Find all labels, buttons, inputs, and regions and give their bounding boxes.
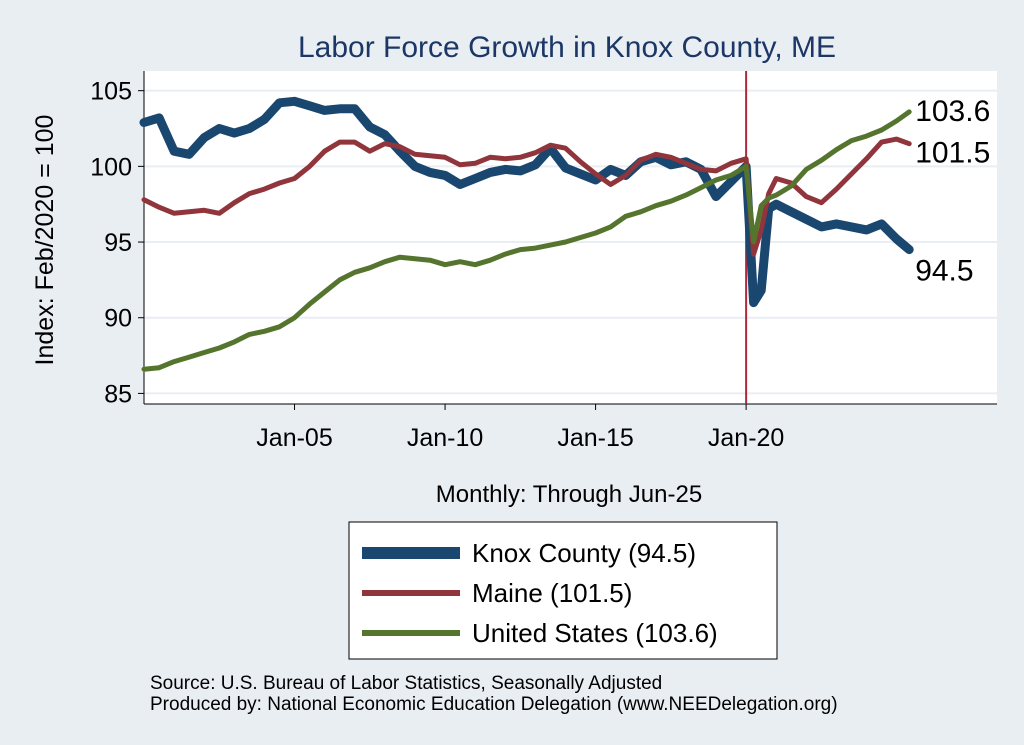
- series-line-maine: [141, 136, 912, 257]
- legend: Knox County (94.5) Maine (101.5) United St…: [348, 521, 778, 660]
- producer-note: Produced by: National Economic Education…: [150, 694, 838, 715]
- series-line-knox-county: [139, 96, 914, 308]
- source-note: Source: U.S. Bureau of Labor Statistics,…: [150, 673, 662, 694]
- legend-label-knox-county: Knox County (94.5): [472, 538, 696, 568]
- y-axis-label: Index: Feb/2020 = 100: [31, 115, 59, 366]
- x-tick-label: Jan-20: [708, 424, 784, 452]
- x-tick-label: Jan-10: [407, 424, 483, 452]
- legend-label-united-states: United States (103.6): [472, 618, 718, 648]
- plot-area: 85 90 95 100 105 Jan-05 Jan-10 Jan-15 Jan-20 94.5…: [90, 71, 997, 452]
- legend-label-maine: Maine (101.5): [472, 578, 632, 608]
- y-tick-label: 105: [90, 78, 132, 106]
- plot-background: [144, 71, 997, 404]
- x-axis-label: Monthly: Through Jun-25: [436, 481, 702, 508]
- x-tick-label: Jan-05: [256, 424, 332, 452]
- y-tick-label: 85: [104, 380, 132, 408]
- end-value-label-maine: 101.5: [915, 137, 990, 170]
- y-tick-label: 100: [90, 153, 132, 181]
- y-tick-label: 95: [104, 229, 132, 257]
- x-tick-label: Jan-15: [557, 424, 633, 452]
- y-tick-label: 90: [104, 305, 132, 333]
- chart-title: Labor Force Growth in Knox County, ME: [298, 31, 836, 64]
- end-value-label-knox-county: 94.5: [915, 255, 973, 288]
- end-value-label-united-states: 103.6: [915, 95, 990, 128]
- series-line-united-states: [141, 109, 912, 372]
